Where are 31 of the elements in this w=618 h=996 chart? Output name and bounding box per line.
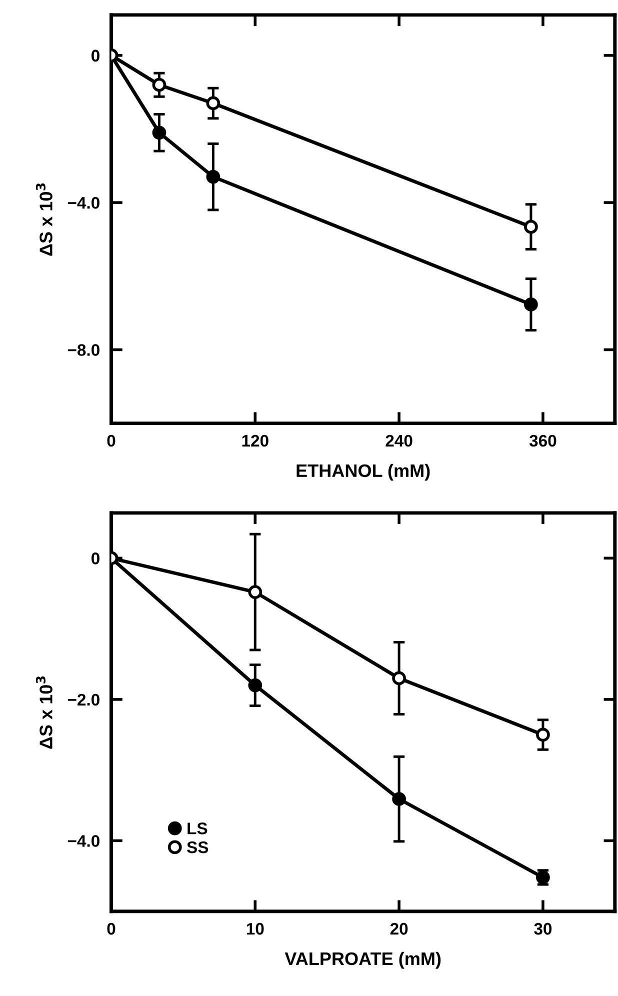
x-tick-label: 20: [390, 922, 408, 935]
y-axis-title: ΔS x 10$^{3}$: [36, 183, 52, 256]
x-tick-label: 0: [107, 434, 116, 447]
y-tick-label: −8.0: [68, 344, 100, 356]
point: [524, 220, 538, 234]
point: [248, 678, 262, 692]
point: [248, 585, 262, 599]
point: [536, 728, 550, 742]
x-tick-label: 240: [386, 434, 412, 447]
y-tick-label: −4.0: [68, 835, 100, 847]
x-tick-label: 10: [246, 922, 264, 935]
y-axis-title: ΔS x 10$^{3}$: [36, 676, 52, 749]
point: [152, 126, 166, 140]
point: [152, 78, 166, 92]
legend-label: LS: [188, 822, 208, 834]
point: [206, 96, 220, 110]
point: [392, 671, 406, 686]
x-axis-title: ETHANOL (mM): [296, 464, 430, 481]
point: [392, 792, 406, 806]
x-axis-title: VALPROATE (mM): [284, 952, 441, 969]
legend-label: SS: [187, 841, 208, 854]
x-tick-label: 0: [107, 922, 116, 935]
y-tick-label: 0: [92, 552, 100, 564]
y-tick-label: 0: [92, 50, 100, 62]
point: [524, 298, 538, 312]
y-tick-label: −4.0: [68, 196, 100, 209]
x-tick-label: 360: [529, 434, 556, 447]
x-tick-label: 30: [534, 922, 552, 935]
y-tick-label: −2.0: [68, 694, 100, 706]
point: [206, 170, 220, 184]
x-tick-label: 120: [242, 434, 268, 447]
